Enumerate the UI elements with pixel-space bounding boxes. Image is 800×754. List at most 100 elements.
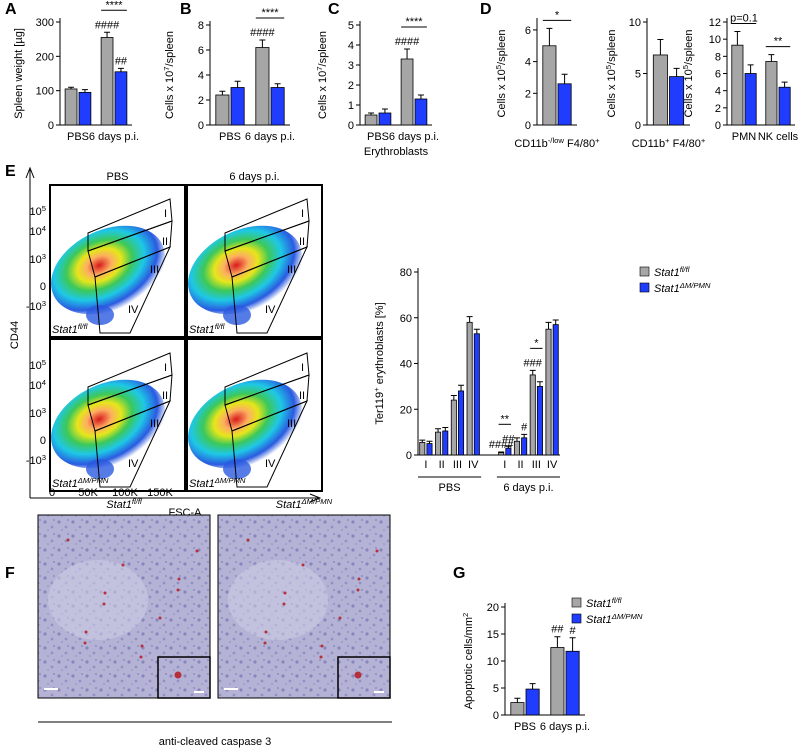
y-axis-label: Cells x 105/spleen [681, 29, 696, 117]
bar [565, 650, 580, 716]
stained-cell [338, 616, 342, 620]
flow-y-label: CD44 [9, 321, 21, 349]
error-bar [552, 319, 559, 325]
text-part: CD11b [632, 138, 665, 150]
stained-cell [283, 591, 287, 595]
text-part: Cells x 10 [606, 69, 618, 117]
histology-title: Stat1fl/fl [106, 497, 142, 512]
genotype-label: Stat1ΔM/PMN [52, 476, 109, 491]
y-tick-label: 2 [715, 103, 721, 115]
bar [378, 112, 392, 126]
text-part: -/low [548, 136, 565, 145]
gate-label: I [164, 208, 167, 220]
error-bar [274, 83, 281, 88]
stained-cell [354, 671, 362, 679]
stained-cell [158, 616, 162, 620]
legend-swatch [639, 266, 650, 277]
y-tick-label: 0 [525, 120, 531, 132]
y-tick-label: 0 [635, 120, 641, 132]
y-axis-label: Cells x 107/spleen [315, 31, 330, 119]
error-bar [529, 369, 536, 375]
error-bar [104, 31, 111, 38]
bar [536, 385, 543, 456]
flow-density [223, 305, 251, 325]
flow-density [188, 225, 302, 315]
x-axis-label: Erythroblasts [364, 146, 429, 158]
text-part: fl/fl [215, 322, 225, 331]
stained-cell [121, 563, 125, 567]
y-tick-label: 4 [715, 86, 721, 98]
x-tick-label: I [424, 459, 427, 471]
error-bar [466, 316, 473, 323]
bar [731, 44, 744, 126]
flow-x-tick: 150K [147, 487, 173, 499]
stained-cell [174, 671, 182, 679]
text-part: 10 [29, 206, 41, 218]
error-bar [529, 683, 536, 690]
y-tick-label: 40 [400, 359, 412, 371]
panel-label: C [328, 1, 340, 18]
error-bar [435, 428, 442, 433]
error-bar [561, 73, 568, 84]
y-tick-label: 100 [36, 86, 54, 98]
flow-y-tick: 0 [40, 435, 46, 447]
text-part: 7 [315, 66, 324, 70]
error-bar [514, 697, 521, 703]
error-bar [117, 67, 124, 72]
x-tick-label: I [503, 459, 506, 471]
y-tick-label: 20 [400, 404, 412, 416]
text-part: 0 [40, 281, 46, 293]
stained-cell [84, 630, 88, 634]
bar [765, 61, 778, 126]
gate-label: IV [128, 458, 139, 470]
error-bar [404, 48, 411, 59]
text-part: 10 [29, 408, 41, 420]
text-part: erythroblasts [%] [374, 302, 386, 387]
error-bar [569, 637, 576, 652]
gate-label: III [150, 264, 159, 276]
text-part: 10 [29, 360, 41, 372]
y-axis-label: Cells x 105/spleen [494, 29, 509, 117]
error-bar [81, 89, 88, 93]
bar [778, 86, 791, 126]
flow-y-tick: 105 [29, 204, 46, 219]
panel-label: E [5, 163, 16, 180]
significance: ## [502, 433, 515, 445]
text-part: + [595, 136, 600, 145]
text-part: -10 [26, 455, 42, 467]
bar [450, 399, 457, 456]
y-tick-label: 2 [348, 80, 354, 92]
text-part: Stat1 [52, 478, 78, 490]
y-tick-label: 20 [487, 602, 499, 614]
y-tick-label: 3 [348, 60, 354, 72]
y-axis-label: Cells x 107/spleen [162, 31, 177, 119]
bar [426, 443, 433, 456]
significance: ** [774, 36, 783, 48]
histology-title: Stat1ΔM/PMN [276, 497, 333, 512]
gate-label: II [299, 390, 305, 402]
bar [498, 452, 505, 456]
bar [230, 87, 245, 126]
x-tick-label: PMN [732, 131, 757, 143]
text-part: Stat1 [654, 267, 680, 279]
significance: p=0.1 [730, 12, 758, 24]
text-part: 5 [42, 204, 46, 213]
significance: #### [395, 36, 420, 48]
text-part: F4/80 [670, 138, 701, 150]
bar [255, 47, 270, 126]
error-bar [546, 27, 553, 46]
stained-cell [140, 644, 144, 648]
bar [64, 88, 78, 126]
y-tick-label: 6 [198, 45, 204, 57]
y-tick-label: 0 [715, 120, 721, 132]
stained-cell [66, 538, 70, 542]
stained-cell [357, 577, 361, 581]
bar [525, 688, 540, 716]
gate-label: IV [128, 304, 139, 316]
text-part: Cells x 10 [496, 69, 508, 117]
y-tick-label: 0 [406, 450, 412, 462]
bar [542, 45, 557, 126]
text-part: 3 [42, 299, 46, 308]
text-part: /spleen [606, 29, 618, 64]
